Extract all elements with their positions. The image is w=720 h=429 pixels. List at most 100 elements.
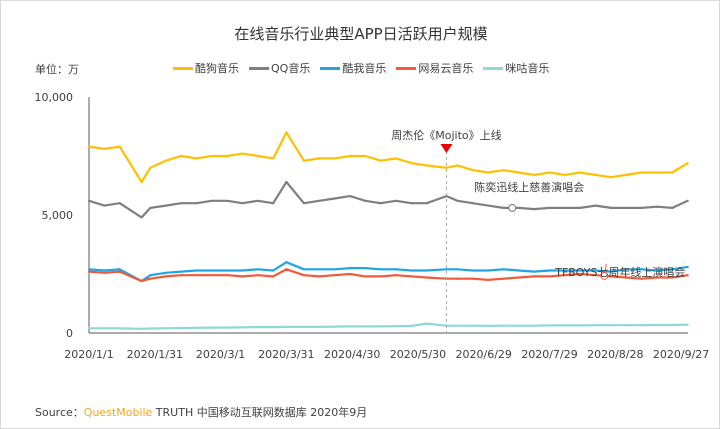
data-point	[103, 147, 106, 151]
data-point	[425, 322, 428, 325]
data-point	[609, 176, 613, 179]
data-point	[671, 268, 674, 271]
data-point	[140, 327, 143, 330]
data-point	[285, 261, 288, 264]
data-point	[149, 277, 152, 280]
data-point	[609, 206, 613, 210]
data-point	[87, 145, 91, 148]
data-point	[379, 159, 382, 162]
data-point	[103, 271, 106, 274]
data-point	[149, 166, 152, 169]
chart-title: 在线音乐行业典型APP日活跃用户规模	[234, 25, 488, 43]
data-point	[302, 202, 306, 205]
data-point	[471, 324, 474, 327]
legend-label: QQ音乐	[271, 62, 311, 75]
data-point	[379, 268, 382, 271]
data-point	[410, 275, 413, 278]
data-point	[348, 195, 352, 198]
data-point	[425, 202, 428, 205]
data-point	[394, 157, 398, 160]
data-point	[533, 270, 536, 273]
data-point	[210, 326, 213, 329]
x-tick-label: 2020/1/31	[127, 348, 183, 361]
data-point	[502, 324, 505, 327]
unit-label: 单位：万	[35, 63, 79, 76]
legend-swatch	[173, 66, 193, 70]
data-point	[379, 275, 382, 278]
data-point	[425, 276, 428, 279]
data-point	[533, 324, 536, 327]
data-point	[318, 268, 321, 271]
data-point	[348, 325, 352, 328]
series-line-咪咕音乐	[89, 322, 688, 330]
data-point	[533, 275, 536, 278]
data-point	[655, 205, 659, 208]
data-point	[517, 171, 520, 174]
data-point	[103, 269, 106, 272]
data-point	[640, 171, 643, 174]
data-point	[285, 268, 288, 271]
data-point	[394, 325, 398, 328]
data-point	[180, 274, 183, 277]
data-point	[364, 275, 367, 278]
data-point	[625, 324, 628, 327]
data-point	[502, 169, 505, 172]
x-tick-label: 2020/1/1	[64, 348, 113, 361]
data-point	[594, 204, 597, 207]
data-point	[348, 267, 352, 270]
data-point	[410, 324, 413, 328]
data-point	[195, 274, 198, 277]
legend-label: 咪咕音乐	[505, 62, 550, 75]
source-rest: TRUTH 中国移动互联网数据库 2020年9月	[152, 406, 368, 419]
y-tick-label: 5,000	[42, 209, 74, 222]
data-point	[348, 272, 352, 276]
data-point	[563, 206, 566, 210]
legend-swatch	[320, 66, 341, 70]
data-point	[241, 269, 244, 272]
data-point	[609, 275, 613, 278]
data-point	[226, 154, 229, 158]
data-point	[410, 269, 413, 272]
data-point	[256, 268, 259, 271]
data-point	[241, 152, 244, 155]
data-point	[671, 323, 674, 327]
data-point	[241, 326, 244, 329]
data-point	[487, 278, 490, 281]
data-point	[195, 157, 198, 160]
data-point	[625, 173, 628, 176]
data-point	[118, 268, 121, 271]
data-point	[456, 324, 459, 327]
data-point	[625, 276, 628, 279]
data-point	[364, 199, 367, 202]
legend-item: QQ音乐	[249, 60, 310, 76]
data-point	[394, 268, 398, 271]
data-point	[609, 324, 613, 327]
data-point	[164, 204, 167, 207]
legend-swatch	[396, 66, 417, 70]
data-point	[333, 274, 336, 277]
source-brand: QuestMobile	[83, 406, 153, 419]
data-point	[348, 154, 352, 158]
data-point	[272, 326, 275, 329]
data-point	[471, 277, 474, 280]
data-point	[671, 276, 674, 279]
data-point	[302, 268, 306, 271]
data-point	[655, 276, 659, 279]
legend-label: 酷我音乐	[342, 62, 387, 75]
data-point	[563, 173, 566, 176]
data-point	[87, 270, 91, 273]
data-point	[140, 180, 143, 184]
data-point	[671, 171, 674, 174]
data-point	[256, 326, 259, 329]
data-point	[302, 159, 306, 162]
data-point	[195, 202, 198, 205]
data-point	[180, 270, 183, 273]
data-point	[445, 195, 448, 198]
data-point	[103, 204, 106, 207]
data-point	[285, 180, 288, 184]
data-point	[594, 269, 597, 272]
data-point	[140, 216, 143, 219]
x-tick-label: 2020/9/27	[653, 348, 709, 361]
data-point	[533, 173, 536, 176]
